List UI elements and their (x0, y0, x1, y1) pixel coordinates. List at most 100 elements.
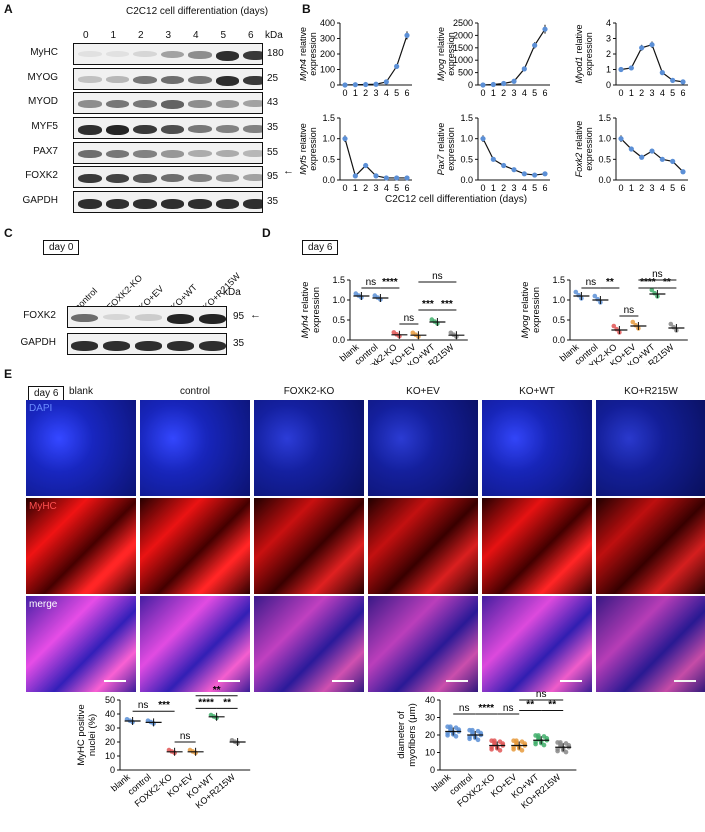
data-point (352, 82, 358, 88)
data-point (519, 748, 525, 753)
x-tick-label: 6 (680, 88, 685, 98)
x-tick-label: 4 (384, 183, 389, 193)
data-point (618, 66, 624, 73)
significance-label: *** (441, 299, 453, 310)
y-tick-label: 0 (606, 80, 611, 90)
blot-band (71, 314, 98, 323)
x-tick-label: 3 (373, 88, 378, 98)
blot-band (188, 150, 212, 158)
scale-bar (446, 680, 468, 682)
y-label-suffix: relative (574, 121, 584, 150)
y-label-suffix: relative (300, 123, 308, 152)
day-label: 5 (220, 30, 227, 41)
data-point (649, 148, 655, 154)
significance-label: ns (366, 277, 377, 288)
y-tick-label: 300 (320, 34, 335, 44)
panel-d-dot-plots: 0.00.51.01.5Myh4relativeexpressionblankc… (300, 269, 688, 365)
y-axis-label: Myf5 relativeexpression (300, 123, 318, 175)
day-label: 4 (193, 30, 199, 41)
data-point (500, 741, 506, 746)
series-line (620, 138, 684, 173)
significance-label: ** (548, 700, 556, 711)
x-tick-label: 5 (532, 88, 537, 98)
y-tick-label: 20 (425, 730, 435, 740)
x-tick-label: 0 (342, 88, 347, 98)
y-tick-label: 40 (105, 709, 115, 719)
blot-band (188, 174, 212, 182)
data-point (532, 42, 538, 48)
y-tick-label: 10 (425, 748, 435, 758)
blot-row-label: FOXK2 (23, 310, 56, 321)
kda-marker: 35 (233, 338, 245, 349)
blot-row-label: GAPDH (22, 195, 58, 206)
arrow-icon: ← (283, 165, 294, 177)
y-tick-label: 0 (110, 765, 115, 775)
blot-band (160, 51, 184, 59)
x-tick-label: 6 (542, 183, 547, 193)
y-tick-label: 0.0 (598, 175, 611, 185)
blot-band (78, 76, 102, 83)
blot-band (103, 314, 130, 321)
x-tick-label: 6 (680, 183, 685, 193)
blot-band (160, 150, 184, 158)
y-label-suffix: relative (300, 27, 308, 56)
blot-band (105, 125, 129, 135)
data-point (492, 738, 497, 743)
blot-band (160, 100, 184, 109)
data-point (573, 289, 579, 295)
data-point (480, 136, 486, 142)
blot-band (78, 174, 102, 184)
y-tick-label: 0.0 (332, 335, 345, 345)
panel-label-e: E (4, 367, 13, 381)
blot-band (133, 150, 157, 158)
blot-band (71, 341, 98, 351)
channel-label: MyHC (29, 501, 57, 512)
micrograph (482, 498, 592, 594)
blot-band (215, 125, 239, 133)
blot-strip (73, 68, 263, 90)
gene-name: Myh4 (300, 315, 311, 338)
data-point (511, 745, 516, 750)
column-label: KO+EV (406, 386, 440, 397)
significance-label: ns (652, 269, 663, 280)
data-point (670, 158, 676, 164)
blot-band (243, 174, 262, 182)
blot-band (133, 100, 157, 109)
y-tick-label: 500 (458, 68, 473, 78)
x-tick-label: 3 (649, 88, 654, 98)
micrograph (482, 596, 592, 692)
y-tick-label: 1.0 (598, 134, 611, 144)
y-tick-label: 2 (606, 49, 611, 59)
significance-label: *** (158, 700, 170, 711)
data-point (680, 79, 686, 85)
y-tick-label: 1000 (453, 55, 473, 65)
y-label-line: relative (300, 282, 311, 313)
blot-band (167, 314, 194, 324)
significance-label: **** (640, 277, 656, 288)
significance-label: ns (432, 271, 443, 282)
data-point (541, 742, 547, 748)
y-axis-label: Myod1 relativeexpression (574, 24, 594, 83)
data-point (544, 736, 550, 741)
micrograph (482, 400, 592, 496)
y-label-suffix: relative (436, 123, 446, 152)
blot-band (243, 199, 262, 209)
blot-band (188, 51, 212, 59)
blot-strip (73, 43, 263, 65)
x-tick-label: 1 (353, 183, 358, 193)
gene-name: Myh4 (300, 59, 308, 81)
scale-bar (560, 680, 582, 682)
significance-label: ns (624, 305, 635, 316)
blot-band (133, 76, 157, 85)
x-tick-label: 0 (480, 183, 485, 193)
column-label: control (179, 386, 210, 397)
y-label-suffix-2: expression (308, 127, 318, 171)
day-label: 1 (110, 30, 117, 41)
blot-band (188, 100, 212, 108)
x-tick-label: 2 (363, 88, 368, 98)
kda-marker: 25 (267, 73, 279, 84)
significance-label: ** (663, 277, 671, 288)
blot-strip (73, 142, 263, 164)
